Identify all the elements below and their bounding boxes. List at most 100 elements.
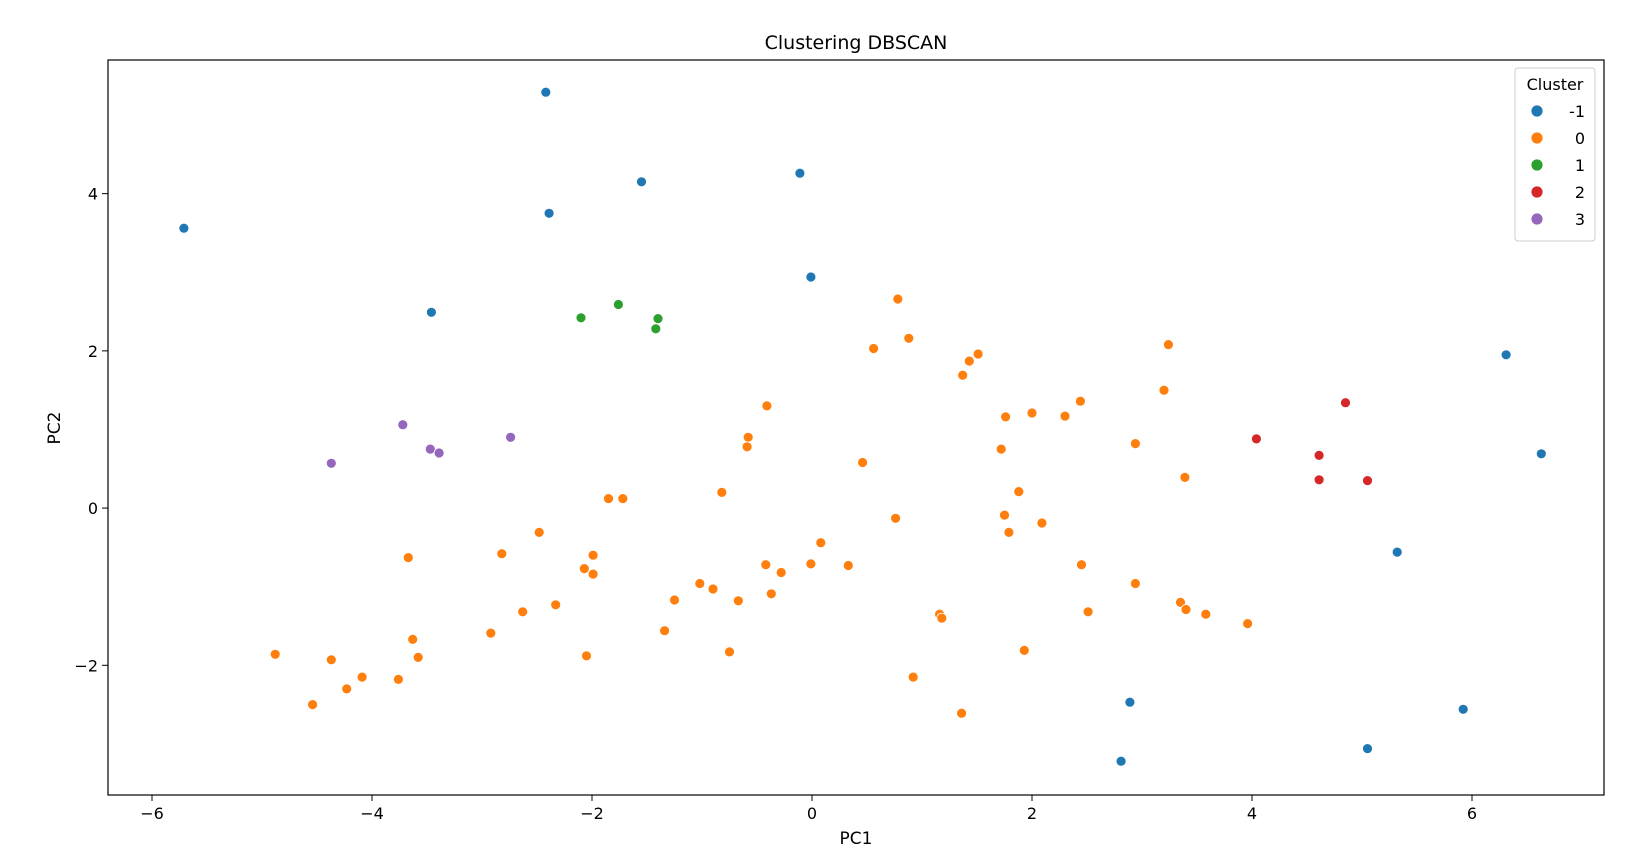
data-point — [578, 563, 590, 574]
data-point — [341, 683, 353, 695]
data-point — [550, 599, 562, 611]
data-point — [857, 457, 868, 468]
data-point — [842, 560, 854, 571]
x-tick-label: 4 — [1247, 804, 1257, 823]
data-point — [505, 431, 517, 443]
data-point — [1000, 411, 1011, 423]
data-point — [540, 86, 552, 98]
data-point — [890, 512, 901, 524]
data-point — [805, 558, 817, 570]
x-tick-label: 2 — [1027, 804, 1037, 823]
data-point — [392, 674, 404, 685]
data-point — [1175, 597, 1186, 608]
data-point — [1457, 703, 1469, 715]
data-point — [669, 594, 680, 606]
legend-label: 1 — [1575, 156, 1585, 175]
data-point — [587, 568, 599, 580]
data-point — [1313, 474, 1325, 486]
x-tick-label: −6 — [140, 804, 164, 823]
data-point — [397, 419, 409, 431]
data-point — [1391, 546, 1403, 558]
data-point — [496, 548, 508, 560]
plot-area-frame — [107, 59, 1605, 796]
data-point — [741, 441, 753, 453]
data-point — [1130, 578, 1141, 589]
data-point — [636, 176, 647, 188]
data-point — [307, 699, 319, 710]
data-point — [533, 527, 545, 538]
data-point — [794, 167, 806, 179]
data-point — [581, 650, 592, 662]
data-point — [1535, 448, 1547, 460]
y-axis-label: PC2 — [45, 412, 65, 445]
points-layer — [178, 86, 1547, 767]
y-tick-label: 0 — [88, 499, 98, 518]
data-point — [765, 588, 777, 600]
data-point — [1500, 349, 1512, 361]
data-point — [356, 671, 368, 683]
y-tick-label: 4 — [88, 185, 98, 204]
data-point — [957, 369, 969, 381]
data-point — [760, 559, 772, 571]
data-point — [659, 625, 670, 637]
data-point — [1313, 449, 1325, 461]
data-point — [694, 578, 706, 589]
data-point — [1362, 743, 1373, 754]
data-point — [732, 595, 744, 607]
data-point — [1200, 608, 1212, 620]
data-point — [1082, 606, 1094, 618]
data-point — [1003, 527, 1015, 538]
y-tick-label: 2 — [88, 342, 98, 361]
data-point — [1036, 517, 1048, 529]
legend-title: Cluster — [1527, 75, 1584, 94]
legend-marker — [1530, 104, 1544, 118]
chart-title: Clustering DBSCAN — [765, 32, 948, 54]
data-point — [716, 486, 728, 498]
data-point — [1340, 397, 1351, 409]
x-axis: −6 −4 −2 0 2 4 6 — [140, 795, 1477, 823]
legend-label: 0 — [1575, 129, 1585, 148]
data-point — [999, 509, 1010, 521]
data-point — [1179, 471, 1191, 483]
legend-marker — [1530, 131, 1544, 145]
data-point — [652, 313, 664, 325]
data-point — [956, 707, 967, 719]
data-point — [707, 583, 719, 595]
data-point — [1059, 410, 1071, 422]
data-point — [892, 293, 904, 305]
data-point — [1018, 645, 1030, 656]
data-point — [1180, 604, 1192, 615]
data-point — [868, 343, 879, 354]
data-point — [543, 207, 555, 219]
data-point — [724, 646, 735, 658]
data-point — [1130, 438, 1141, 450]
data-point — [936, 612, 948, 624]
data-point — [995, 443, 1007, 455]
data-point — [425, 306, 437, 318]
x-tick-label: 6 — [1467, 804, 1477, 823]
legend-marker — [1530, 212, 1544, 226]
data-point — [1251, 433, 1262, 445]
legend-label: 3 — [1575, 210, 1585, 229]
data-point — [325, 457, 337, 469]
data-point — [433, 447, 445, 459]
y-axis: −2 0 2 4 — [74, 185, 108, 675]
data-point — [517, 606, 529, 618]
data-point — [485, 627, 497, 639]
data-point — [907, 671, 919, 683]
data-point — [424, 443, 436, 455]
legend-label: -1 — [1569, 102, 1585, 121]
data-point — [775, 567, 787, 578]
data-point — [761, 400, 773, 412]
legend-label: 2 — [1575, 183, 1585, 202]
data-point — [1076, 559, 1087, 571]
data-point — [1026, 407, 1038, 419]
x-tick-label: 0 — [807, 804, 817, 823]
data-point — [269, 648, 281, 660]
legend-marker — [1530, 158, 1544, 172]
data-point — [1013, 486, 1025, 498]
data-point — [617, 493, 629, 505]
data-point — [402, 552, 414, 563]
